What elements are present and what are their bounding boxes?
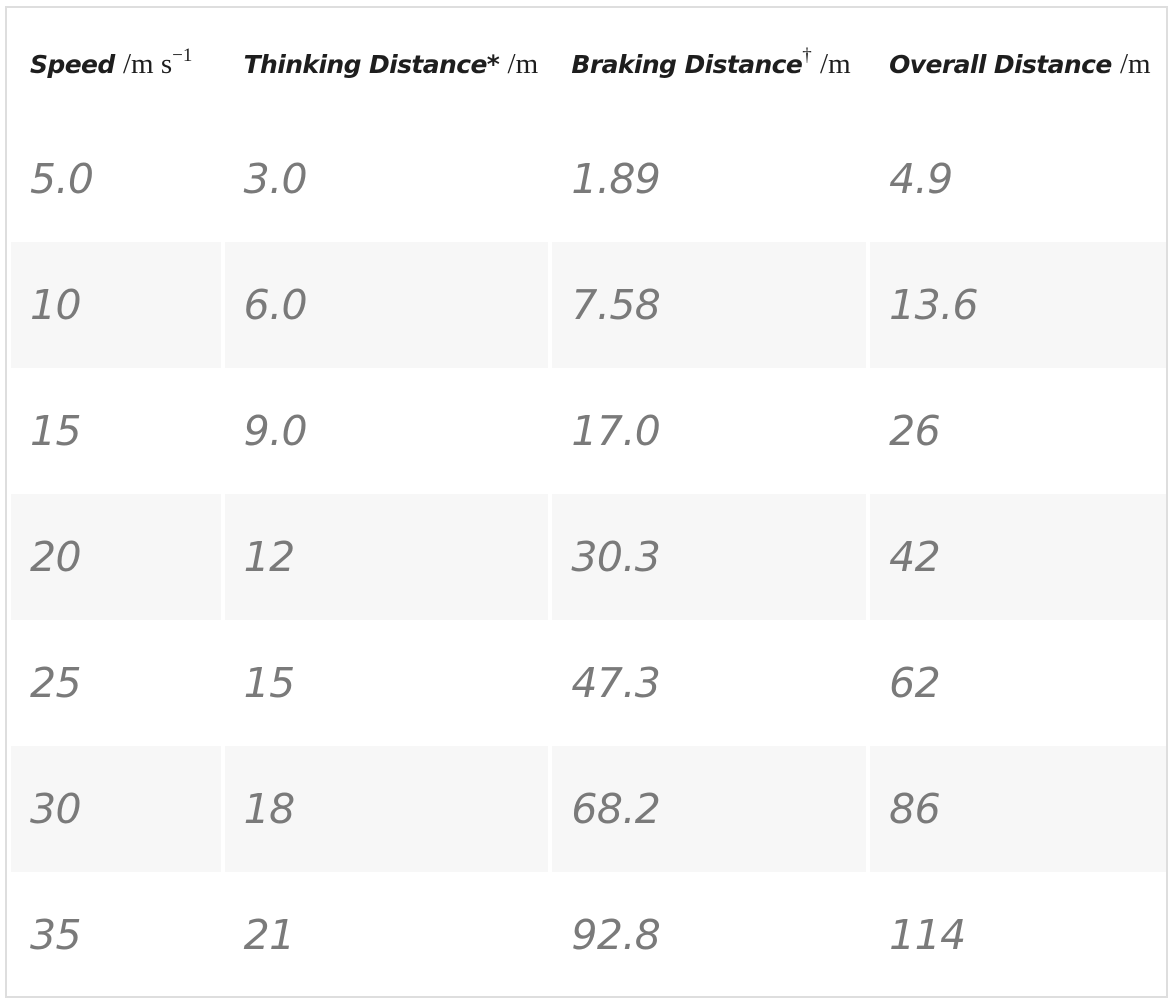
header-thinking-name: Thinking Distance* [243,49,500,79]
stopping-distance-table-frame: Speed /m s−1 Thinking Distance* /m Braki… [5,6,1168,998]
table-row: 5.0 3.0 1.89 4.9 [11,116,1166,242]
header-overall-name: Overall Distance [889,49,1112,79]
cell-speed: 10 [11,242,225,368]
cell-overall-distance: 62 [889,659,941,707]
cell-braking-distance: 47.3 [571,659,661,707]
header-braking-name: Braking Distance [571,49,803,79]
header-overall-distance: Overall Distance /m [870,8,1166,116]
cell-thinking-distance: 6.0 [224,242,553,368]
header-speed-unit: /m s [122,47,173,80]
cell-braking-distance: 1.89 [571,155,661,203]
table-row: 25 15 47.3 62 [11,620,1166,746]
cell-thinking-distance: 9.0 [243,407,308,455]
table-row: 35 21 92.8 114 [11,872,1166,998]
cell-overall-distance: 86 [870,746,1166,872]
cell-overall-distance: 13.6 [870,242,1166,368]
cell-overall-distance: 114 [889,911,966,959]
table-row: 20 12 30.3 42 [11,494,1166,620]
cell-speed: 35 [30,911,82,959]
cell-thinking-distance: 3.0 [243,155,308,203]
header-speed-sup: −1 [172,44,193,66]
cell-braking-distance: 68.2 [552,746,871,872]
header-braking-distance: Braking Distance† /m [552,8,870,116]
cell-overall-distance: 42 [870,494,1166,620]
cell-thinking-distance: 21 [243,911,296,959]
cell-braking-distance: 30.3 [552,494,871,620]
cell-speed: 15 [30,407,82,455]
table-row: 10 6.0 7.58 13.6 [11,242,1166,368]
header-overall-unit: /m [1119,47,1151,80]
header-speed: Speed /m s−1 [11,8,225,116]
cell-braking-distance: 17.0 [571,407,661,455]
cell-thinking-distance: 15 [243,659,296,707]
stopping-distance-table: Speed /m s−1 Thinking Distance* /m Braki… [11,8,1166,998]
table-row: 30 18 68.2 86 [11,746,1166,872]
cell-speed: 20 [11,494,225,620]
cell-speed: 25 [30,659,82,707]
table-header-row: Speed /m s−1 Thinking Distance* /m Braki… [11,8,1166,116]
header-braking-unit: /m [820,47,851,80]
cell-speed: 5.0 [30,155,94,203]
table-row: 15 9.0 17.0 26 [11,368,1166,494]
header-braking-sup: † [802,44,812,66]
header-thinking-distance: Thinking Distance* /m [225,8,553,116]
cell-overall-distance: 26 [889,407,941,455]
cell-overall-distance: 4.9 [889,155,953,203]
header-speed-name: Speed [30,49,115,79]
cell-thinking-distance: 18 [224,746,553,872]
cell-braking-distance: 92.8 [571,911,661,959]
header-thinking-unit: /m [507,47,539,80]
cell-speed: 30 [11,746,225,872]
cell-braking-distance: 7.58 [552,242,871,368]
cell-thinking-distance: 12 [224,494,553,620]
